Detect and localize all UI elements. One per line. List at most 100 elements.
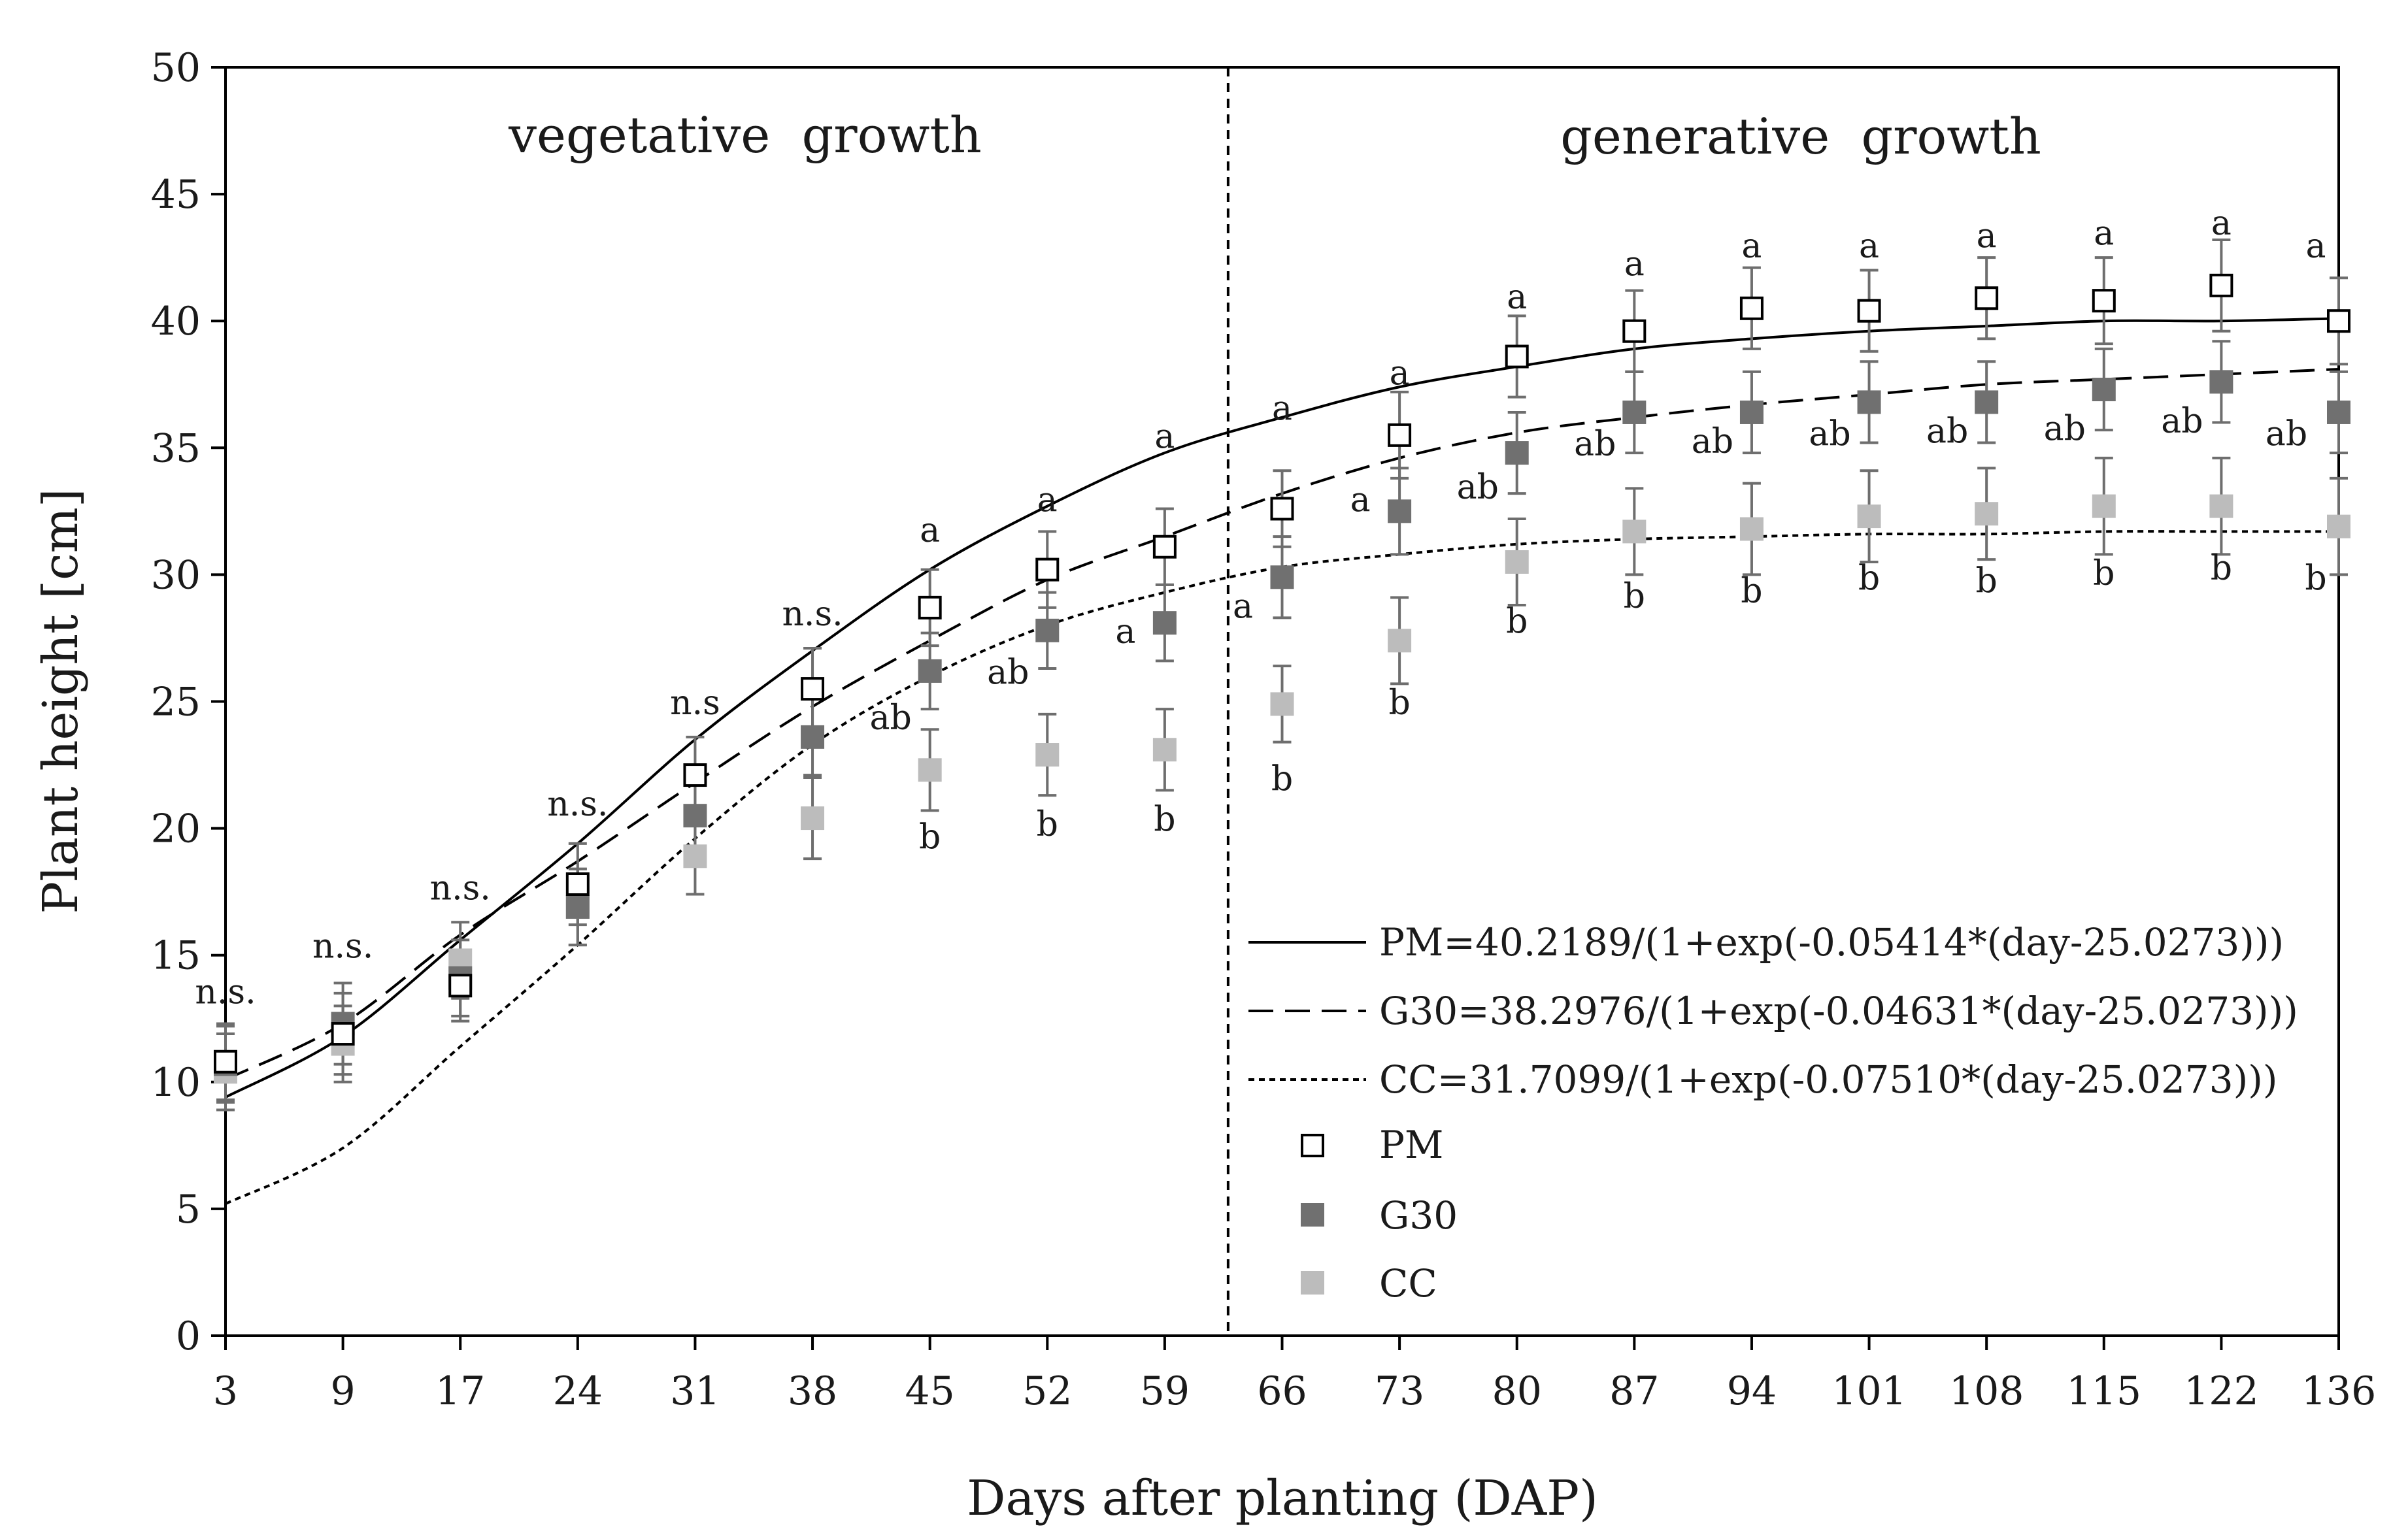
y-tick-label: 30 (151, 552, 201, 598)
fitted-curve-cc (225, 530, 2339, 1205)
marker-g30 (1388, 499, 1412, 523)
data-markers (214, 273, 2350, 1084)
y-tick-label: 45 (151, 172, 201, 218)
marker-g30 (683, 804, 707, 828)
legend-cc-equation: CC=31.7099/(1+exp(-0.07510*(day-25.0273)… (1379, 1057, 2278, 1102)
x-tick-label: 73 (1375, 1368, 1424, 1414)
marker-cc (2209, 494, 2233, 518)
x-tick-label: 66 (1257, 1368, 1307, 1414)
significance-label: ab (1926, 412, 1968, 452)
x-tick-label: 9 (331, 1368, 356, 1414)
x-tick-label: 17 (435, 1368, 485, 1414)
marker-pm (1152, 535, 1177, 559)
significance-labels: n.s.n.s.n.s.n.s.n.sn.s.aabbaabbaabaabaab… (195, 204, 2326, 1012)
marker-g30 (2327, 400, 2350, 424)
significance-label: b (2093, 554, 2115, 593)
marker-g30 (1035, 618, 1060, 642)
x-tick-label: 136 (2301, 1368, 2377, 1414)
legend-pm-label: PM (1379, 1123, 1443, 1167)
y-tick-label: 50 (151, 45, 201, 91)
marker-pm (2209, 273, 2233, 297)
marker-pm (565, 872, 590, 897)
significance-label: a (1115, 612, 1135, 652)
marker-cc (801, 806, 825, 831)
marker-pm (1622, 319, 1647, 343)
marker-pm (1270, 497, 1294, 521)
y-tick-label: 0 (176, 1313, 201, 1359)
legend-g30-label: G30 (1379, 1193, 1458, 1238)
x-tick-label: 24 (553, 1368, 603, 1414)
marker-pm (1975, 286, 1999, 310)
significance-label: a (1350, 480, 1371, 520)
significance-label: a (1390, 354, 1410, 393)
x-tick-label: 101 (1831, 1368, 1907, 1414)
marker-pm (1857, 299, 1881, 323)
legend-cc-marker (1301, 1271, 1324, 1295)
fitted-curves (225, 317, 2339, 1205)
marker-g30 (2209, 370, 2233, 394)
x-tick-label: 52 (1022, 1368, 1072, 1414)
marker-cc (2327, 514, 2350, 538)
marker-g30 (1975, 390, 1999, 414)
significance-label: a (1977, 217, 1997, 256)
significance-label: n.s. (430, 868, 491, 908)
significance-label: ab (1809, 414, 1850, 454)
x-tick-label: 3 (213, 1368, 238, 1414)
marker-cc (1270, 692, 1294, 716)
legend-g30-equation: G30=38.2976/(1+exp(-0.04631*(day-25.0273… (1379, 989, 2298, 1033)
marker-pm (1739, 296, 1764, 320)
significance-label: b (1976, 562, 1998, 601)
significance-label: a (1507, 278, 1527, 317)
marker-g30 (1505, 441, 1529, 465)
vegetative-growth-label: vegetative growth (508, 106, 982, 164)
marker-cc (1388, 629, 1412, 653)
marker-pm (331, 1022, 355, 1046)
marker-pm (448, 974, 473, 998)
significance-label: ab (2044, 410, 2086, 449)
marker-cc (1857, 504, 1881, 529)
marker-pm (2092, 289, 2116, 313)
significance-label: b (919, 818, 941, 857)
marker-g30 (918, 659, 942, 683)
x-tick-label: 45 (905, 1368, 954, 1414)
y-tick-label: 5 (176, 1187, 201, 1232)
x-tick-label: 94 (1727, 1368, 1777, 1414)
marker-g30 (2092, 378, 2116, 402)
significance-label: b (1741, 572, 1762, 611)
fitted-curve-pm (225, 317, 2339, 1098)
marker-pm (683, 763, 707, 787)
significance-label: n.s. (547, 785, 608, 824)
significance-label: b (1858, 559, 1880, 599)
y-axis: 0 5 10 15 20 25 30 35 40 45 50 (151, 45, 226, 1359)
marker-pm (214, 1049, 237, 1074)
marker-cc (1505, 550, 1529, 574)
legend-g30-marker (1301, 1203, 1324, 1227)
significance-label: a (2211, 204, 2232, 243)
marker-pm (2327, 309, 2350, 333)
significance-label: b (2211, 549, 2232, 588)
x-tick-label: 115 (2067, 1368, 2142, 1414)
significance-label: ab (1457, 468, 1499, 507)
y-tick-label: 10 (151, 1060, 201, 1106)
significance-label: a (920, 511, 940, 550)
error-bars (216, 238, 2348, 1112)
x-tick-label: 108 (1949, 1368, 2024, 1414)
significance-label: ab (1692, 422, 1733, 461)
significance-label: b (1154, 800, 1175, 839)
x-axis: 3 9 17 24 31 38 45 52 59 66 73 80 87 94 101 108 115 122 13… (213, 1336, 2376, 1414)
significance-label: ab (870, 699, 912, 738)
marker-pm (1505, 344, 1529, 369)
x-tick-label: 87 (1609, 1368, 1659, 1414)
x-tick-label: 59 (1140, 1368, 1190, 1414)
significance-label: a (1272, 389, 1292, 429)
x-tick-label: 80 (1492, 1368, 1542, 1414)
marker-g30 (1270, 565, 1294, 589)
significance-label: n.s. (312, 927, 373, 966)
x-tick-label: 38 (788, 1368, 837, 1414)
significance-label: b (1388, 684, 1410, 723)
marker-g30 (1152, 611, 1177, 635)
significance-label: a (1624, 244, 1645, 284)
significance-label: a (1859, 227, 1879, 266)
